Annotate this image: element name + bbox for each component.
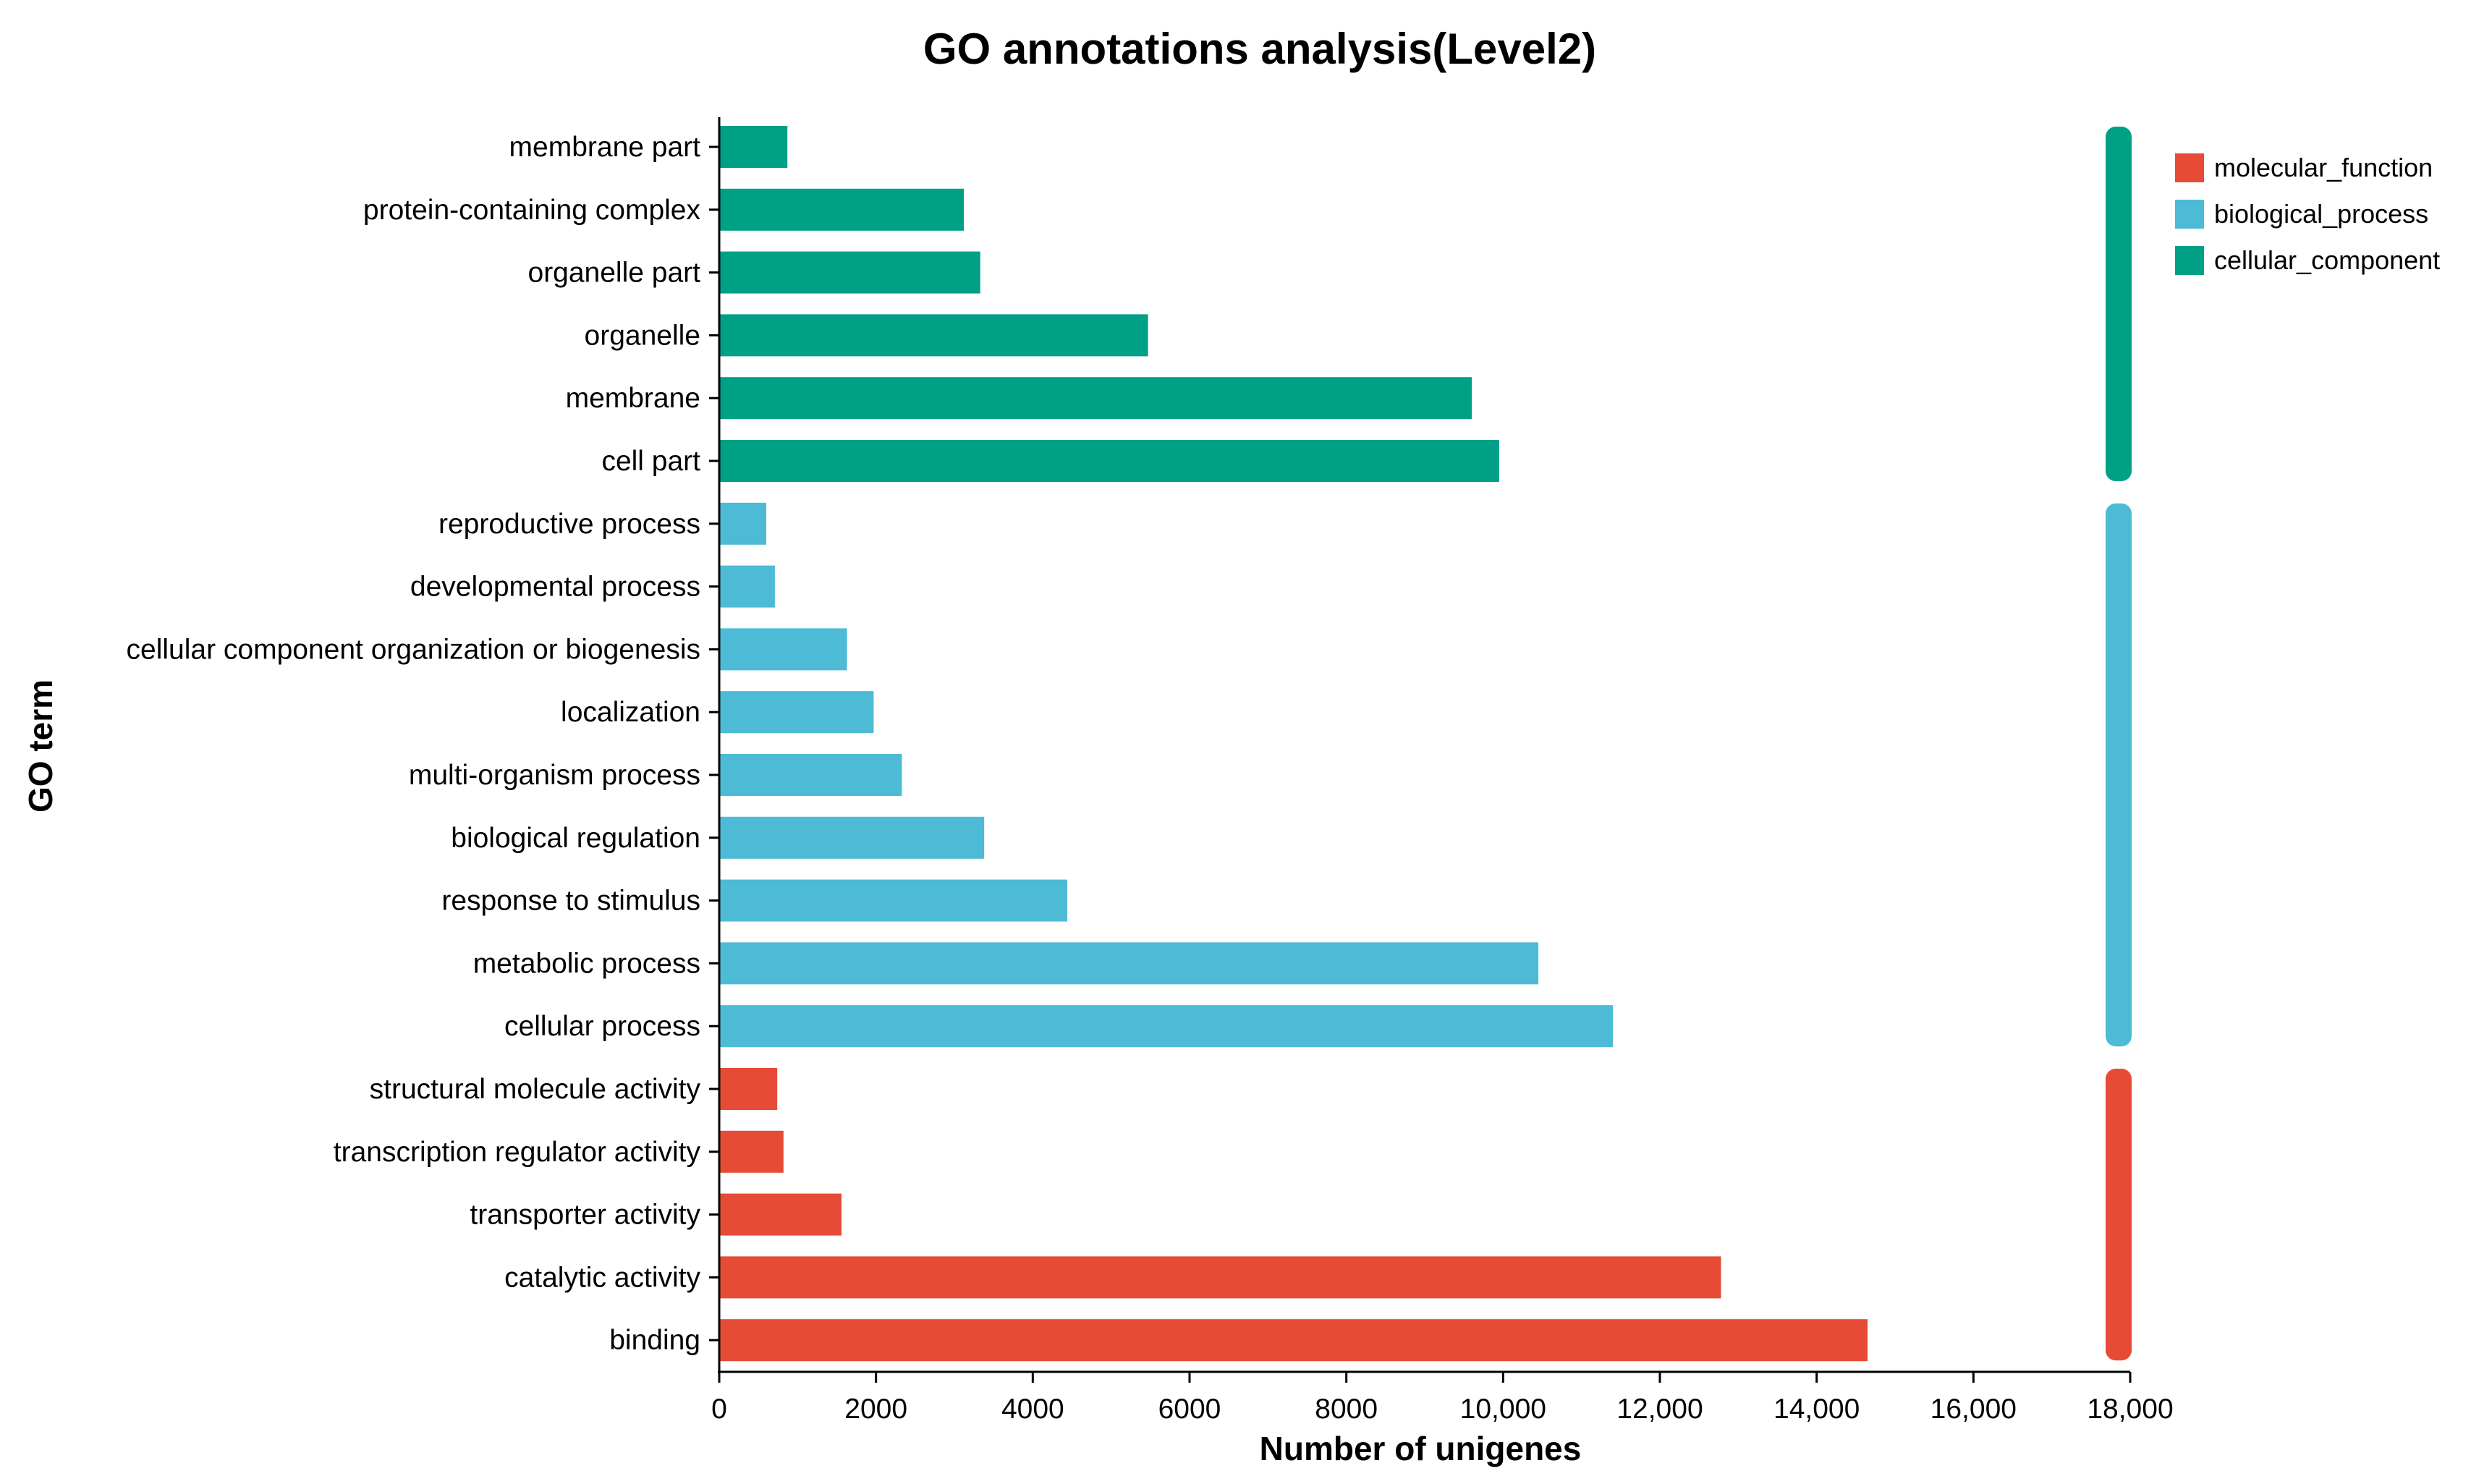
x-tick-label-5: 10,000 <box>1460 1394 1546 1425</box>
category-label-19: binding <box>609 1325 700 1356</box>
group-strip-biological_process <box>2106 503 2132 1047</box>
bar-0 <box>720 126 788 168</box>
group-strip-cellular_component <box>2106 127 2132 481</box>
bar-7 <box>720 565 775 608</box>
category-label-13: metabolic process <box>473 948 700 979</box>
bar-18 <box>720 1256 1721 1299</box>
category-label-6: reproductive process <box>438 509 700 540</box>
legend-swatch-biological_process <box>2175 200 2204 229</box>
bar-6 <box>720 502 766 545</box>
x-tick-label-9: 18,000 <box>2087 1394 2173 1425</box>
category-label-2: organelle part <box>528 258 701 289</box>
category-label-4: membrane <box>566 383 700 414</box>
x-tick-label-8: 16,000 <box>1930 1394 2017 1425</box>
legend-label-cellular_component: cellular_component <box>2214 245 2440 275</box>
category-label-3: organelle <box>585 320 700 351</box>
bar-8 <box>720 628 847 671</box>
x-axis-title: Number of unigenes <box>1260 1430 1582 1467</box>
category-label-8: cellular component organization or bioge… <box>127 634 700 665</box>
bar-14 <box>720 1005 1613 1048</box>
category-label-15: structural molecule activity <box>370 1074 701 1105</box>
legend-label-molecular_function: molecular_function <box>2214 153 2433 182</box>
category-label-0: membrane part <box>509 132 701 163</box>
x-tick-label-7: 14,000 <box>1773 1394 1860 1425</box>
x-tick-label-4: 8000 <box>1315 1394 1378 1425</box>
category-label-17: transporter activity <box>470 1200 700 1231</box>
bar-11 <box>720 816 985 859</box>
category-label-9: localization <box>561 697 700 728</box>
category-labels: membrane part protein-containing complex o… <box>127 132 719 1356</box>
category-label-1: protein-containing complex <box>363 195 701 226</box>
category-label-7: developmental process <box>410 572 700 603</box>
bar-15 <box>720 1068 778 1110</box>
x-axis-ticks: 0 2000 4000 6000 8000 10,000 12,000 14,000 16,00… <box>711 1372 2174 1425</box>
group-strips <box>2106 127 2132 1361</box>
bars-layer <box>720 126 1868 1362</box>
category-label-10: multi-organism process <box>409 760 700 791</box>
bar-17 <box>720 1193 842 1236</box>
x-tick-label-1: 2000 <box>844 1394 907 1425</box>
legend-label-biological_process: biological_process <box>2214 199 2428 229</box>
bar-12 <box>720 879 1067 922</box>
bar-19 <box>720 1319 1868 1362</box>
bar-5 <box>720 440 1499 482</box>
bar-1 <box>720 188 964 231</box>
category-label-16: transcription regulator activity <box>334 1137 701 1168</box>
legend: molecular_function biological_processcell… <box>2175 153 2440 275</box>
category-label-12: response to stimulus <box>441 886 700 917</box>
category-label-14: cellular process <box>504 1011 700 1042</box>
category-label-11: biological regulation <box>451 823 700 854</box>
x-tick-label-3: 6000 <box>1158 1394 1221 1425</box>
bar-16 <box>720 1130 784 1173</box>
x-tick-label-6: 12,000 <box>1616 1394 1703 1425</box>
x-tick-label-0: 0 <box>711 1394 727 1425</box>
bar-2 <box>720 251 980 294</box>
group-strip-molecular_function <box>2106 1069 2132 1361</box>
chart-title: GO annotations analysis(Level2) <box>923 25 1596 73</box>
bar-13 <box>720 942 1539 985</box>
y-axis-title: GO term <box>22 679 59 813</box>
legend-swatch-cellular_component <box>2175 246 2204 275</box>
category-label-5: cell part <box>601 446 700 477</box>
bar-9 <box>720 691 874 734</box>
bar-3 <box>720 314 1148 357</box>
x-tick-label-2: 4000 <box>1001 1394 1064 1425</box>
bar-4 <box>720 377 1472 420</box>
bar-10 <box>720 754 902 796</box>
category-label-18: catalytic activity <box>504 1262 700 1293</box>
legend-swatch-molecular_function <box>2175 153 2204 182</box>
